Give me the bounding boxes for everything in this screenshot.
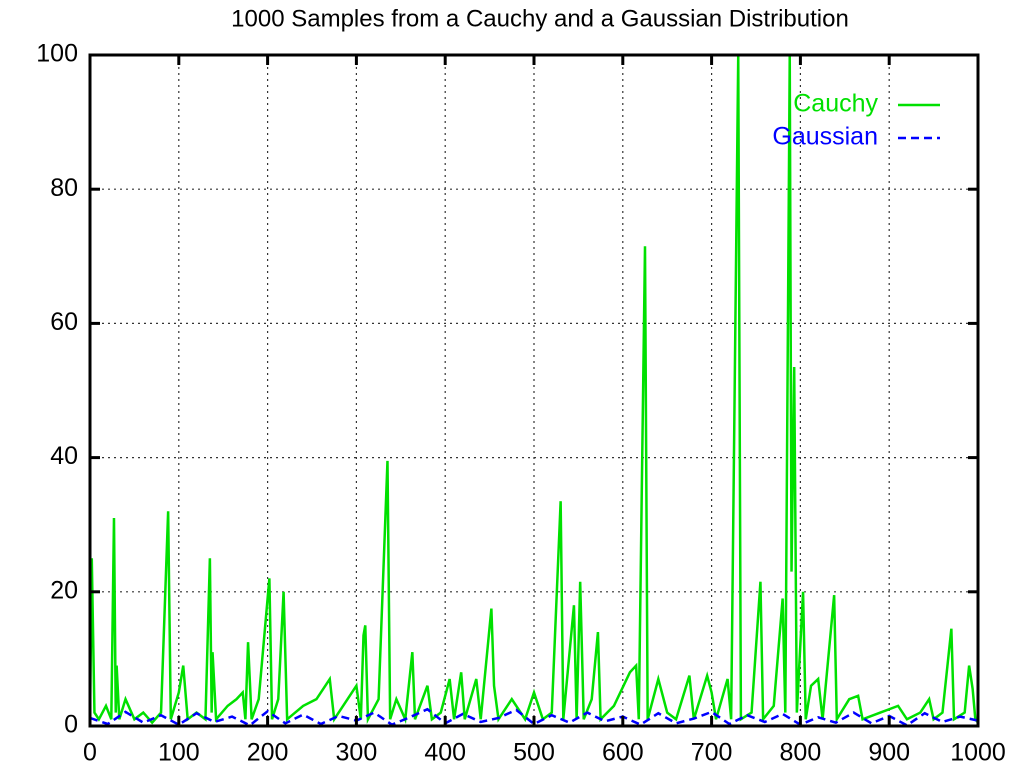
x-tick-label: 200: [247, 739, 289, 767]
x-tick-label: 600: [602, 739, 644, 767]
plot-area: [90, 55, 978, 726]
y-tick-label: 0: [64, 711, 78, 739]
y-tick-label: 20: [50, 576, 78, 604]
legend: Cauchy Gaussian: [772, 90, 940, 151]
y-tick-label: 40: [50, 442, 78, 470]
x-tick-label: 1000: [950, 739, 1006, 767]
chart-title: 1000 Samples from a Cauchy and a Gaussia…: [231, 5, 849, 32]
x-tick-label: 100: [158, 739, 200, 767]
x-tick-label: 0: [83, 739, 97, 767]
legend-label: Cauchy: [793, 90, 878, 118]
y-tick-label: 100: [36, 40, 78, 68]
grid: [89, 54, 979, 727]
x-tick-label: 900: [868, 739, 910, 767]
legend-label: Gaussian: [772, 123, 878, 151]
y-tick-label: 60: [50, 308, 78, 336]
y-tick-label: 80: [50, 174, 78, 202]
x-tick-label: 800: [780, 739, 822, 767]
x-tick-label: 500: [513, 739, 555, 767]
series-line: [90, 55, 978, 725]
x-tick-label: 400: [424, 739, 466, 767]
x-tick-label: 700: [691, 739, 733, 767]
x-tick-label: 300: [336, 739, 378, 767]
